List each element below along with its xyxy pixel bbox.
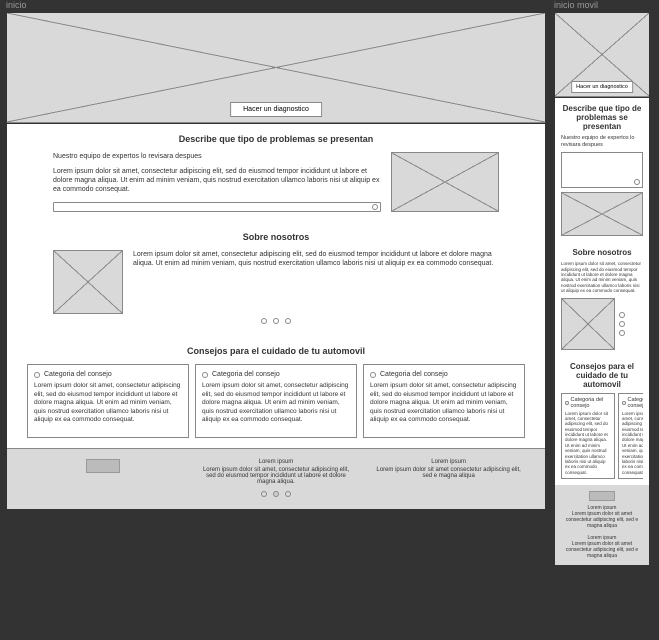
dot-f2[interactable] <box>273 491 279 497</box>
m-describe-section: Describe que tipo de problemas se presen… <box>555 98 649 242</box>
footer-col2-body: Lorem ipsum dolor sit amet consectetur a… <box>371 467 526 479</box>
m-tip-card-1[interactable]: Categoria del consejo Lorem ipsum dolor … <box>561 393 615 480</box>
m-hero: Hacer un diagnostico <box>555 13 649 98</box>
dot-2[interactable] <box>273 318 279 324</box>
tips-heading: Consejos para el cuidado de tu automovil <box>27 346 525 356</box>
m-describe-heading: Describe que tipo de problemas se presen… <box>561 104 643 131</box>
mobile-artboard: Hacer un diagnostico Describe que tipo d… <box>554 12 650 566</box>
describe-heading: Describe que tipo de problemas se presen… <box>53 134 499 144</box>
m-cta-button[interactable]: Hacer un diagnostico <box>571 81 633 93</box>
m-card-icon <box>622 401 626 405</box>
cta-button[interactable]: Hacer un diagnostico <box>230 102 322 117</box>
dot-f3[interactable] <box>285 491 291 497</box>
m-input-icon <box>634 179 640 185</box>
footer-logo-placeholder <box>86 459 120 473</box>
m-dot-2[interactable] <box>619 321 625 327</box>
m-describe-intro: Nuestro equipo de expertos lo revisara d… <box>561 135 643 148</box>
m-dot-3[interactable] <box>619 330 625 336</box>
about-body: Lorem ipsum dolor sit amet, consectetur … <box>133 250 499 268</box>
describe-intro: Nuestro equipo de expertos lo revisara d… <box>53 152 381 161</box>
m-carousel-dots <box>619 312 625 336</box>
describe-body: Lorem ipsum dolor sit amet, consectetur … <box>53 167 381 194</box>
m-footer-logo <box>589 491 615 501</box>
tip-card-3[interactable]: Categoria del consejo Lorem ipsum dolor … <box>363 364 525 437</box>
m-card-title: Categoria del consejo <box>571 397 611 409</box>
footer-col2-title: Lorem ipsum <box>371 459 526 465</box>
m-about-image <box>561 298 615 350</box>
card-icon <box>370 372 376 378</box>
tips-section: Consejos para el cuidado de tu automovil… <box>7 336 545 447</box>
artboard-label-mobile: inicio movil <box>554 0 650 10</box>
about-section: Sobre nosotros Lorem ipsum dolor sit ame… <box>7 222 545 336</box>
card-body: Lorem ipsum dolor sit amet, consectetur … <box>202 382 350 424</box>
card-icon <box>34 372 40 378</box>
card-body: Lorem ipsum dolor sit amet, consectetur … <box>34 382 182 424</box>
card-title: Categoria del consejo <box>212 371 280 378</box>
describe-section: Describe que tipo de problemas se presen… <box>7 124 545 222</box>
m-describe-input[interactable] <box>561 152 643 188</box>
describe-input[interactable] <box>53 202 381 212</box>
m-tips-heading: Consejos para el cuidado de tu automovil <box>561 362 643 389</box>
footer-col1-title: Lorem ipsum <box>198 459 353 465</box>
tip-card-1[interactable]: Categoria del consejo Lorem ipsum dolor … <box>27 364 189 437</box>
about-heading: Sobre nosotros <box>53 232 499 242</box>
footer-logo-col <box>26 459 181 473</box>
artboard-label-desktop: inicio <box>6 0 546 10</box>
m-footer-col2-body: Lorem ipsum dolor sit amet consectetur a… <box>561 541 643 559</box>
tip-card-2[interactable]: Categoria del consejo Lorem ipsum dolor … <box>195 364 357 437</box>
footer-dots <box>17 491 535 499</box>
m-about-body: Lorem ipsum dolor sit amet, consectetur … <box>561 261 643 293</box>
about-image-placeholder <box>53 250 123 314</box>
footer-col-1: Lorem ipsum Lorem ipsum dolor sit amet, … <box>198 459 353 485</box>
m-tip-card-2[interactable]: Categoria del consejo Lorem ipsum dolor … <box>618 393 643 480</box>
dot-f1[interactable] <box>261 491 267 497</box>
card-title: Categoria del consejo <box>44 371 112 378</box>
describe-image-placeholder <box>391 152 499 212</box>
m-about-heading: Sobre nosotros <box>561 248 643 257</box>
card-body: Lorem ipsum dolor sit amet, consectetur … <box>370 382 518 424</box>
m-card-title: Categoria del consejo <box>628 397 643 409</box>
m-tips-section: Consejos para el cuidado de tu automovil… <box>555 356 649 486</box>
footer-col-2: Lorem ipsum Lorem ipsum dolor sit amet c… <box>371 459 526 479</box>
footer-col1-body: Lorem ipsum dolor sit amet, consectetur … <box>198 467 353 485</box>
m-card-body: Lorem ipsum dolor sit amet, consectetur … <box>622 411 643 476</box>
m-card-icon <box>565 401 569 405</box>
footer: Lorem ipsum Lorem ipsum dolor sit amet, … <box>7 448 545 509</box>
input-icon <box>372 204 378 210</box>
m-describe-image <box>561 192 643 236</box>
card-title: Categoria del consejo <box>380 371 448 378</box>
card-icon <box>202 372 208 378</box>
m-footer: Lorem ipsum Lorem ipsum dolor sit amet c… <box>555 485 649 565</box>
dot-1[interactable] <box>261 318 267 324</box>
m-about-section: Sobre nosotros Lorem ipsum dolor sit ame… <box>555 242 649 355</box>
m-dot-1[interactable] <box>619 312 625 318</box>
desktop-artboard: Hacer un diagnostico Describe que tipo d… <box>6 12 546 510</box>
m-card-body: Lorem ipsum dolor sit amet, consectetur … <box>565 411 611 476</box>
dot-3[interactable] <box>285 318 291 324</box>
m-footer-col1-body: Lorem ipsum dolor sit amet consectetur a… <box>561 511 643 529</box>
hero-section: Hacer un diagnostico <box>7 13 545 124</box>
carousel-dots <box>53 318 499 326</box>
